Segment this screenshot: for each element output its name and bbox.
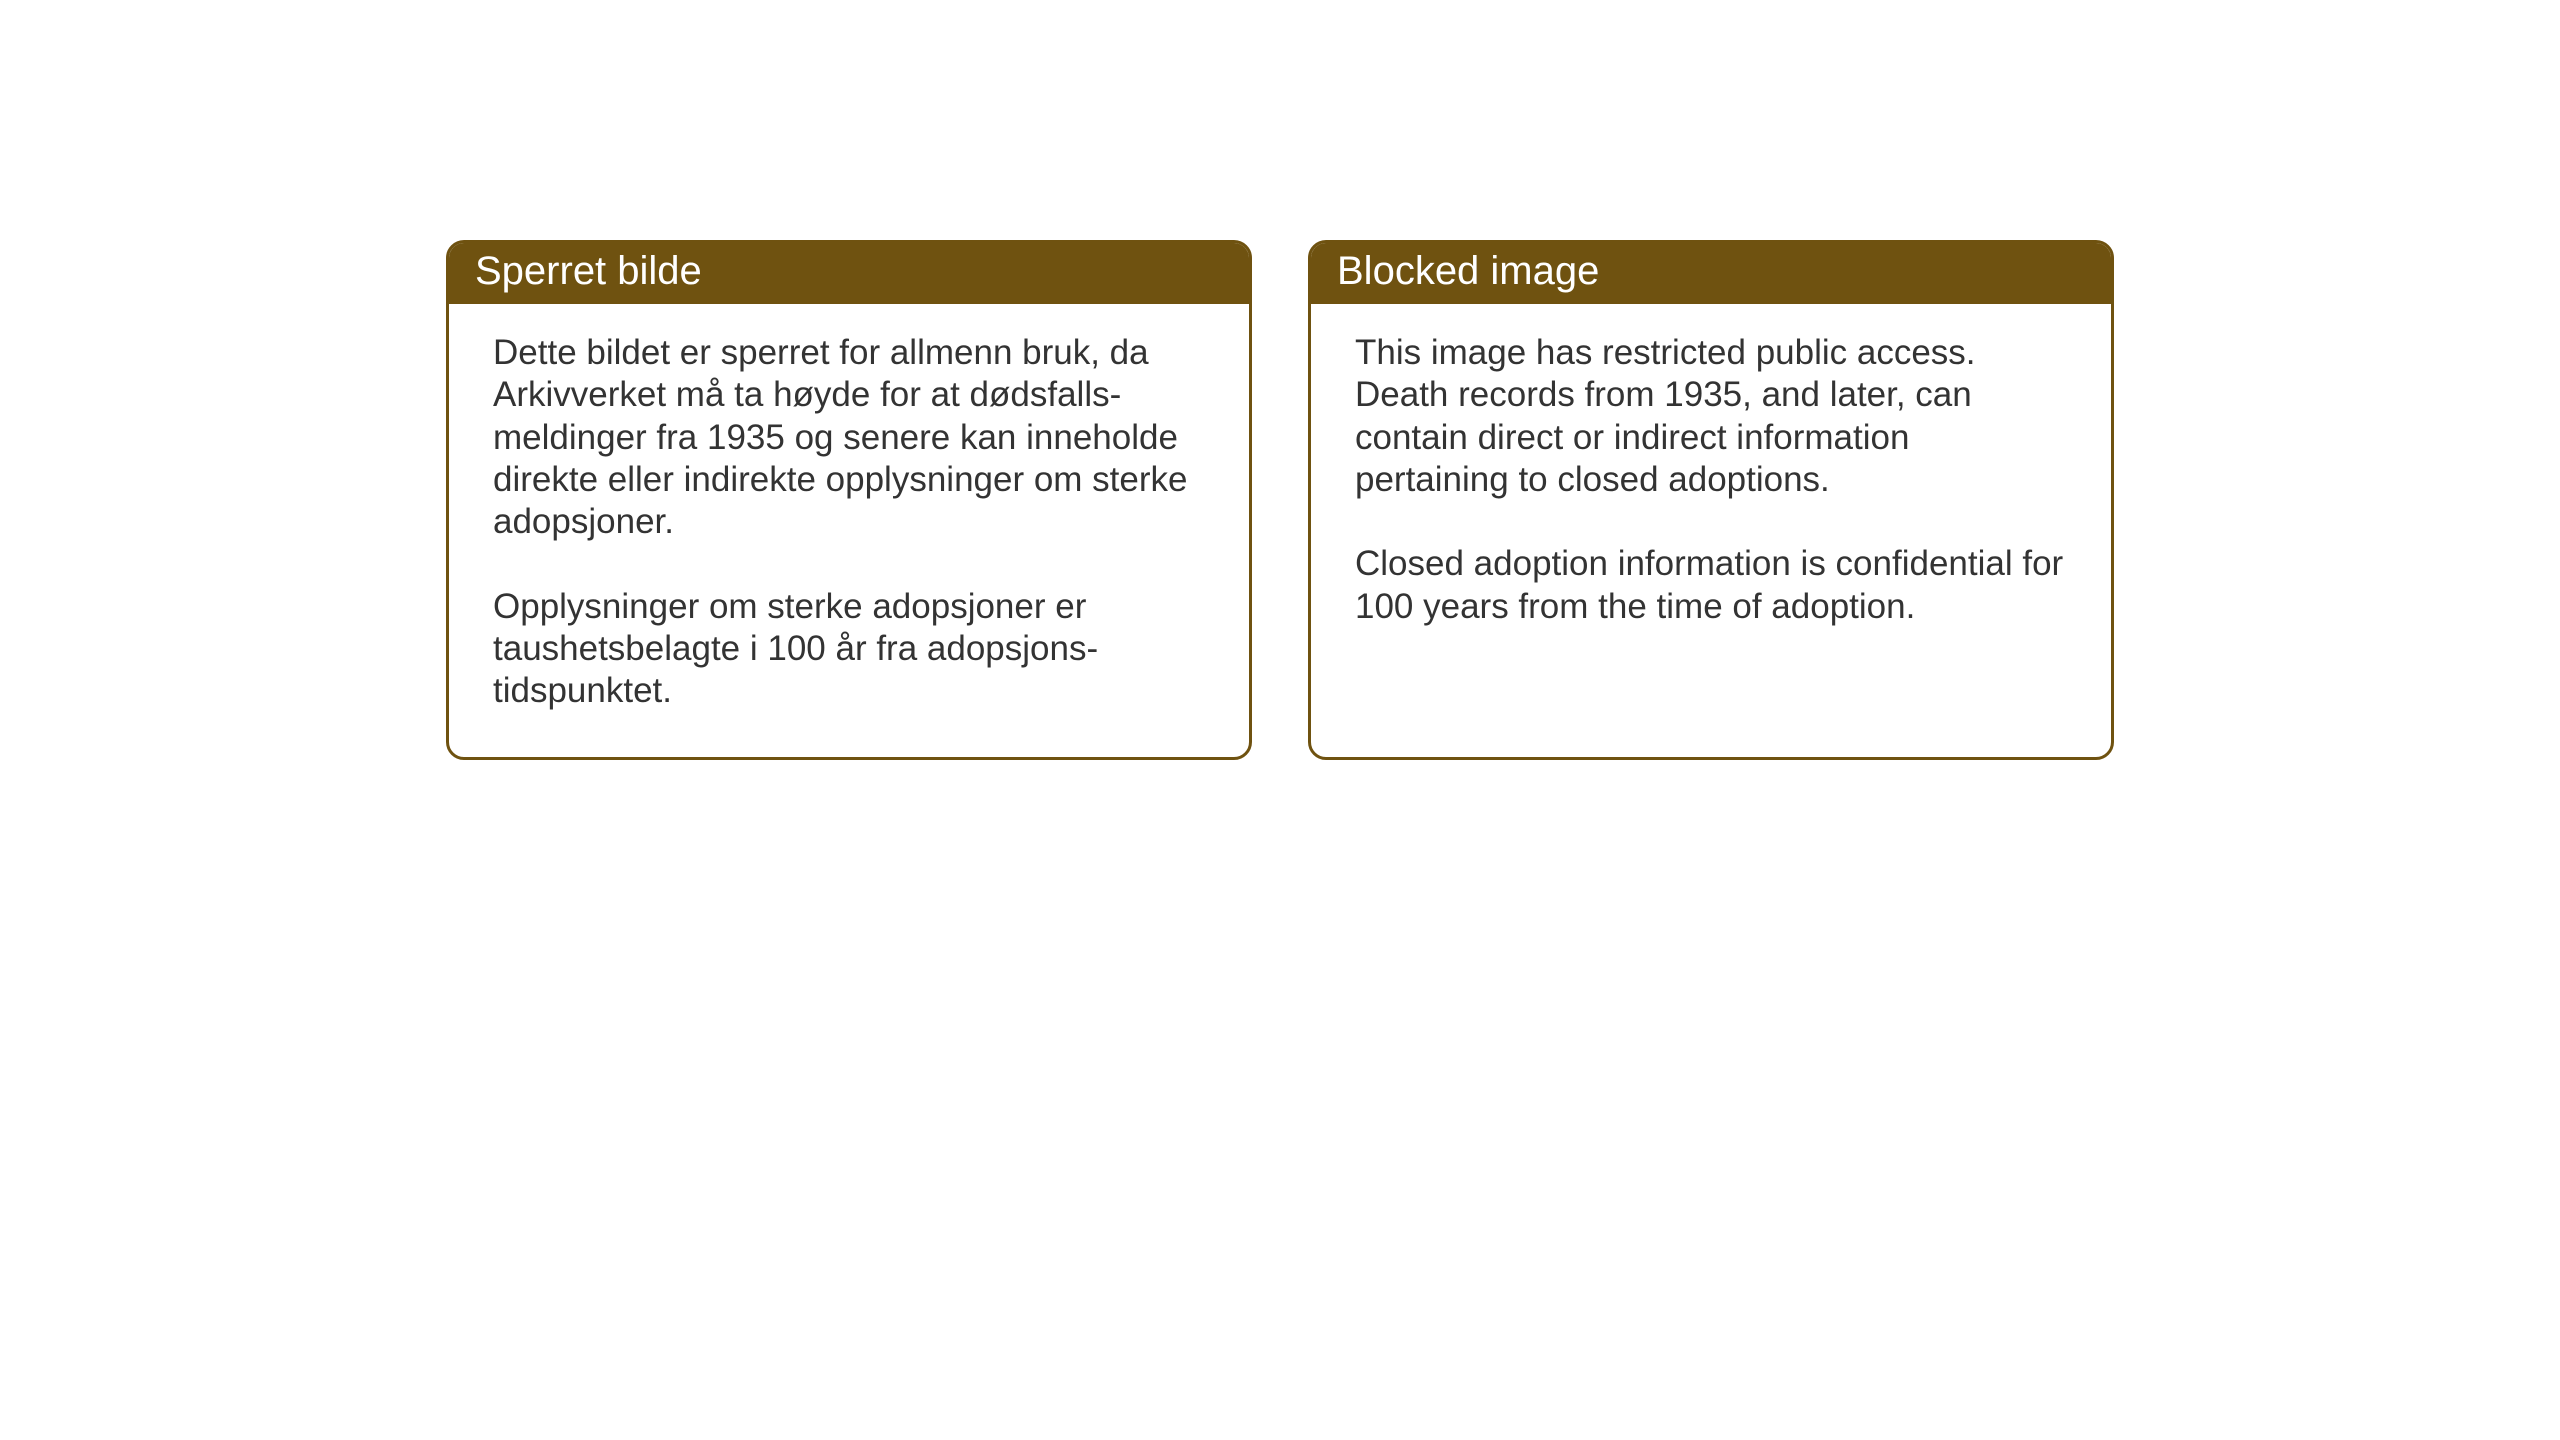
- notice-header-norwegian: Sperret bilde: [449, 243, 1249, 304]
- notice-paragraph-2-norwegian: Opplysninger om sterke adopsjoner er tau…: [493, 586, 1205, 713]
- notice-body-norwegian: Dette bildet er sperret for allmenn bruk…: [449, 304, 1249, 757]
- notice-container: Sperret bilde Dette bildet er sperret fo…: [0, 0, 2560, 760]
- notice-card-english: Blocked image This image has restricted …: [1308, 240, 2114, 760]
- notice-card-norwegian: Sperret bilde Dette bildet er sperret fo…: [446, 240, 1252, 760]
- notice-paragraph-1-norwegian: Dette bildet er sperret for allmenn bruk…: [493, 332, 1205, 544]
- notice-paragraph-2-english: Closed adoption information is confident…: [1355, 543, 2067, 628]
- notice-body-english: This image has restricted public access.…: [1311, 304, 2111, 672]
- notice-header-english: Blocked image: [1311, 243, 2111, 304]
- notice-paragraph-1-english: This image has restricted public access.…: [1355, 332, 2067, 501]
